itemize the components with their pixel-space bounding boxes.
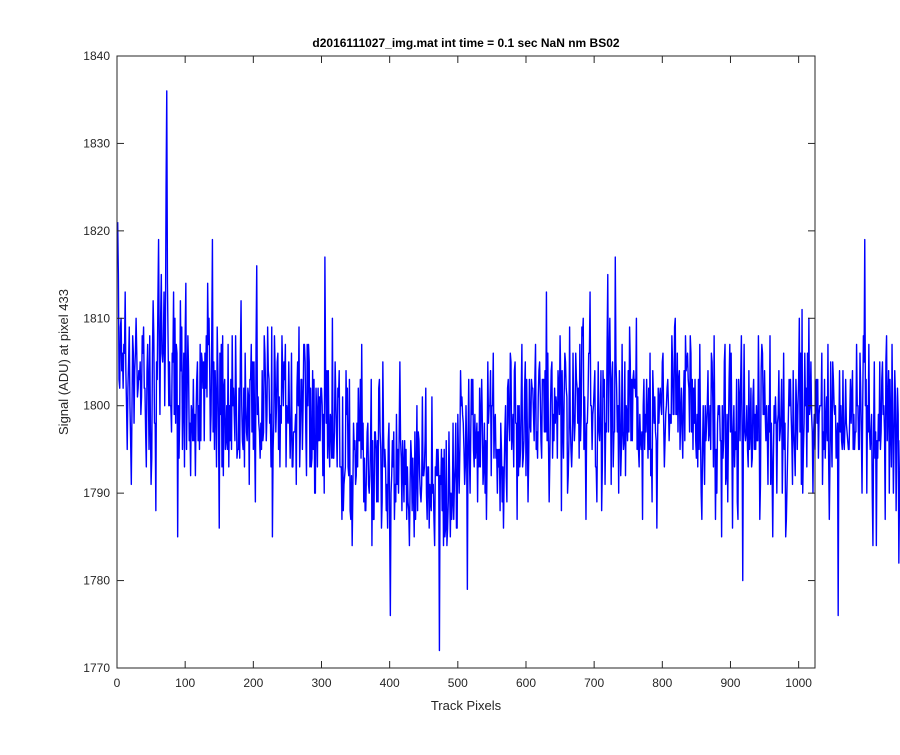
chart-title: d2016111027_img.mat int time = 0.1 sec N…: [312, 36, 619, 50]
x-tick-label: 200: [243, 676, 263, 690]
y-axis: 1770 1780 1790 1800 1810 1820 1830 1840: [83, 49, 815, 675]
y-tick-label: 1800: [83, 399, 110, 413]
x-tick-label: 100: [175, 676, 195, 690]
y-tick-label: 1820: [83, 224, 110, 238]
series-line: [116, 90, 900, 652]
x-tick-label: 700: [584, 676, 604, 690]
x-tick-label: 900: [720, 676, 740, 690]
y-tick-label: 1780: [83, 574, 110, 588]
x-tick-label: 800: [652, 676, 672, 690]
x-tick-label: 0: [114, 676, 121, 690]
x-tick-label: 1000: [785, 676, 812, 690]
y-tick-label: 1830: [83, 136, 110, 150]
y-tick-label: 1840: [83, 49, 110, 63]
x-axis-label: Track Pixels: [431, 698, 502, 713]
x-tick-label: 600: [516, 676, 536, 690]
plot-area: [117, 56, 815, 668]
plot-frame: [116, 55, 816, 669]
x-tick-label: 300: [311, 676, 331, 690]
y-tick-label: 1790: [83, 486, 110, 500]
y-tick-label: 1810: [83, 311, 110, 325]
y-tick-label: 1770: [83, 661, 110, 675]
x-tick-label: 400: [380, 676, 400, 690]
x-tick-label: 500: [448, 676, 468, 690]
y-axis-label: Signal (ADU) at pixel 433: [56, 289, 71, 435]
x-axis: 0 100 200 300 400 500 600 700 800 900 1000: [114, 56, 812, 690]
